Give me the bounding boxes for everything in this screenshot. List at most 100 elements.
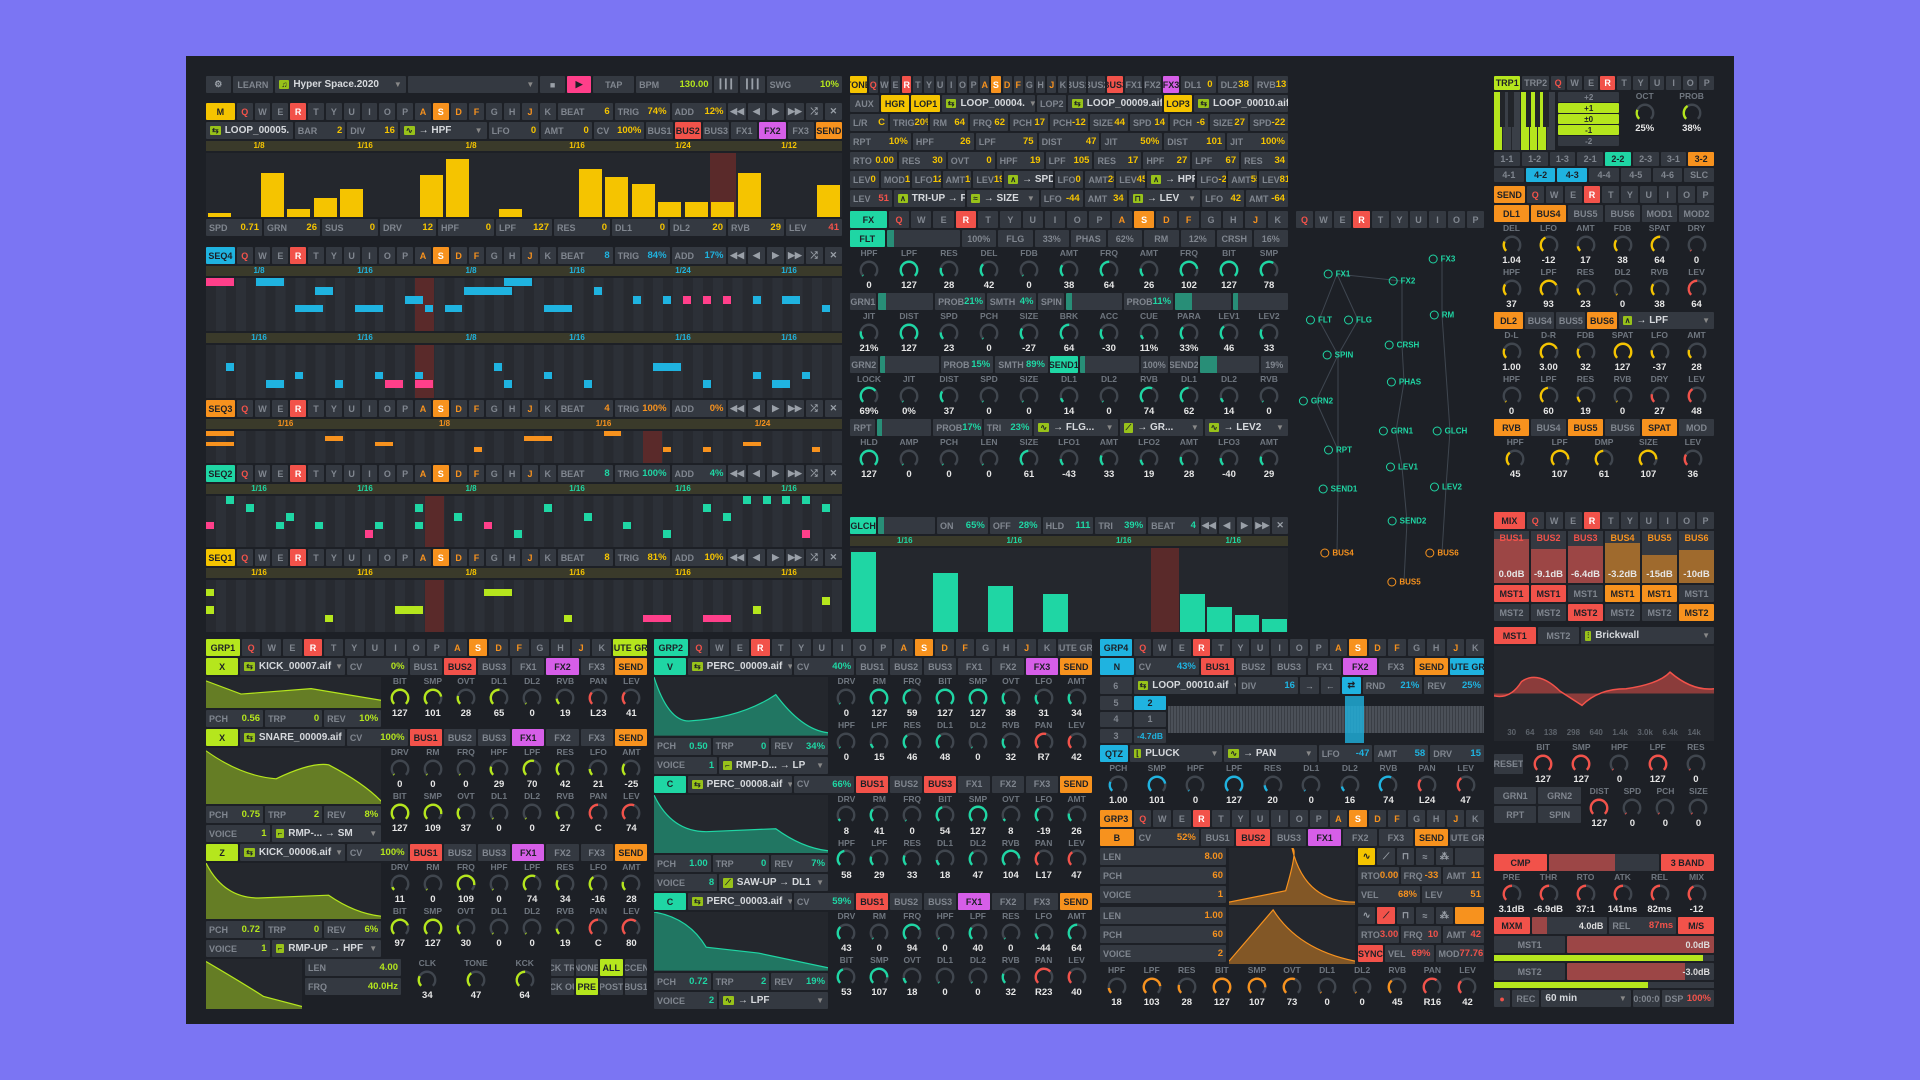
key-k[interactable]: K: [539, 549, 556, 566]
param-lpf[interactable]: LPF 127: [496, 219, 552, 236]
param-size[interactable]: SIZE 27: [1210, 114, 1248, 131]
6-button[interactable]: 6: [1100, 677, 1132, 694]
gear-icon[interactable]: ⚙: [206, 76, 231, 93]
key-h[interactable]: H: [996, 639, 1016, 656]
note[interactable]: [702, 447, 711, 452]
record-icon[interactable]: ●: [1494, 990, 1511, 1007]
key-p[interactable]: P: [427, 639, 447, 656]
key-s[interactable]: S: [1349, 639, 1367, 656]
knob-frq[interactable]: FRQ 64: [1090, 249, 1128, 291]
key-h[interactable]: H: [551, 639, 570, 656]
param-hpf[interactable]: HPF 26: [912, 133, 974, 150]
knob-dry[interactable]: DRY 0: [1679, 224, 1714, 266]
note[interactable]: [225, 496, 234, 504]
knob-lfo[interactable]: LFO 31: [1028, 677, 1059, 719]
note[interactable]: [464, 286, 513, 295]
piano-key[interactable]: [1511, 92, 1520, 150]
key-u[interactable]: U: [343, 400, 360, 417]
param-rto[interactable]: RTO 0.00: [850, 152, 897, 169]
knob-rvb[interactable]: RVB 38: [1642, 268, 1677, 310]
60-min-dropdown[interactable]: 60 min ▼: [1541, 990, 1631, 1007]
knob-tone[interactable]: TONE 47: [453, 959, 500, 1001]
bus-fader[interactable]: BUS1 0.0dB: [1494, 531, 1529, 583]
fx2-button[interactable]: FX2: [1144, 76, 1161, 93]
param-lpf[interactable]: LPF 75: [975, 133, 1037, 150]
param-dsp[interactable]: DSP 100%: [1661, 990, 1714, 1007]
fx1-button[interactable]: FX1: [958, 775, 991, 793]
param-pch[interactable]: PCH 0.72: [206, 921, 264, 938]
rmp-d-lp-dropdown[interactable]: ⌐ RMP-D... → LP ▼: [719, 756, 828, 774]
key-a[interactable]: A: [894, 639, 913, 656]
knob-lfo[interactable]: LFO -16: [583, 863, 614, 905]
kick-trig-button[interactable]: KICK TRIG: [551, 959, 574, 976]
param-trig[interactable]: TRIG 81%: [614, 549, 670, 566]
mst1-button[interactable]: MST1: [1679, 585, 1714, 602]
swap-icon[interactable]: ⇄: [1341, 677, 1361, 694]
note[interactable]: [355, 304, 383, 313]
param-trp[interactable]: TRP 0: [265, 921, 323, 938]
knob-amt[interactable]: AMT 29: [1250, 438, 1288, 480]
c-button[interactable]: C: [654, 775, 686, 793]
prev-icon[interactable]: ◀: [747, 549, 765, 566]
next-icon[interactable]: ▶: [1236, 517, 1253, 534]
key-w[interactable]: W: [710, 639, 729, 656]
knob-rm[interactable]: RM 0: [417, 748, 448, 790]
key-w[interactable]: W: [262, 639, 282, 656]
key-y[interactable]: Y: [1621, 186, 1639, 203]
knob-rvb[interactable]: RVB 32: [995, 721, 1026, 763]
knob-smp[interactable]: SMP 101: [1139, 764, 1176, 806]
aux-button[interactable]: AUX: [850, 95, 879, 112]
key-y[interactable]: Y: [344, 639, 364, 656]
param-lev[interactable]: LEV 81: [1259, 171, 1288, 188]
param-ovt[interactable]: OVT 0: [947, 152, 995, 169]
knob-lfo[interactable]: LFO -12: [1531, 224, 1566, 266]
all-button[interactable]: ALL: [600, 959, 623, 976]
key-r[interactable]: R: [902, 76, 912, 93]
knob-hld[interactable]: HLD 127: [850, 438, 888, 480]
param-lev[interactable]: LEV 51: [1422, 886, 1484, 903]
key-u[interactable]: U: [812, 639, 831, 656]
knob-amt[interactable]: AMT 26: [1130, 249, 1168, 291]
lev2-dropdown[interactable]: ∿ → LEV2 ▼: [1204, 419, 1288, 436]
bus2-button[interactable]: BUS2: [890, 658, 923, 675]
knob-thr[interactable]: THR -6.9dB: [1531, 873, 1566, 915]
slice-2-button[interactable]: 2: [1134, 696, 1166, 711]
key-s[interactable]: S: [468, 639, 488, 656]
19-button[interactable]: 19%: [1260, 356, 1288, 373]
level-meter[interactable]: [877, 419, 932, 436]
knob-oct[interactable]: OCT 25%: [1622, 92, 1667, 134]
key-q[interactable]: Q: [1133, 639, 1152, 656]
key-r[interactable]: R: [290, 400, 307, 417]
knob-lpf[interactable]: LPF 70: [517, 748, 548, 790]
key-j[interactable]: J: [1446, 810, 1465, 827]
param-spd[interactable]: SPD 0.71: [206, 219, 262, 236]
param-div[interactable]: DIV 16: [347, 122, 398, 139]
knob-dist[interactable]: DIST 127: [890, 312, 928, 354]
param-pch[interactable]: PCH 17: [1010, 114, 1048, 131]
key-h[interactable]: H: [504, 247, 521, 264]
param-lpf[interactable]: LPF 67: [1192, 152, 1240, 169]
piano-key[interactable]: [1520, 92, 1529, 150]
bus1-button[interactable]: BUS1: [624, 978, 647, 995]
spd-dropdown[interactable]: ∧→ SPD▼: [1004, 171, 1053, 188]
snare-00009-aif-dropdown[interactable]: ⇆SNARE_00009.aif▼: [240, 729, 345, 746]
random-icon[interactable]: ≈: [1416, 848, 1434, 865]
step-bar[interactable]: [419, 175, 443, 217]
key-t[interactable]: T: [771, 639, 791, 656]
send-button[interactable]: SEND: [614, 658, 647, 675]
knob-clk[interactable]: CLK 34: [404, 959, 451, 1001]
note[interactable]: [543, 371, 552, 380]
m-button[interactable]: M: [206, 103, 235, 120]
knob-spat[interactable]: SPAT 127: [1605, 331, 1640, 373]
knob-lev1[interactable]: LEV1 46: [1210, 312, 1248, 354]
bus-fader[interactable]: BUS6 -10dB: [1679, 531, 1714, 583]
knob-fdb[interactable]: FDB 38: [1605, 224, 1640, 266]
knob-d-r[interactable]: D-R 3.00: [1531, 331, 1566, 373]
param-rev[interactable]: REV 6%: [324, 921, 382, 938]
knob-pch[interactable]: PCH 1.00: [1100, 764, 1137, 806]
key-i[interactable]: I: [361, 400, 378, 417]
key-e[interactable]: E: [272, 549, 289, 566]
key-a[interactable]: A: [980, 76, 990, 93]
param-rev[interactable]: REV 7%: [771, 855, 829, 873]
